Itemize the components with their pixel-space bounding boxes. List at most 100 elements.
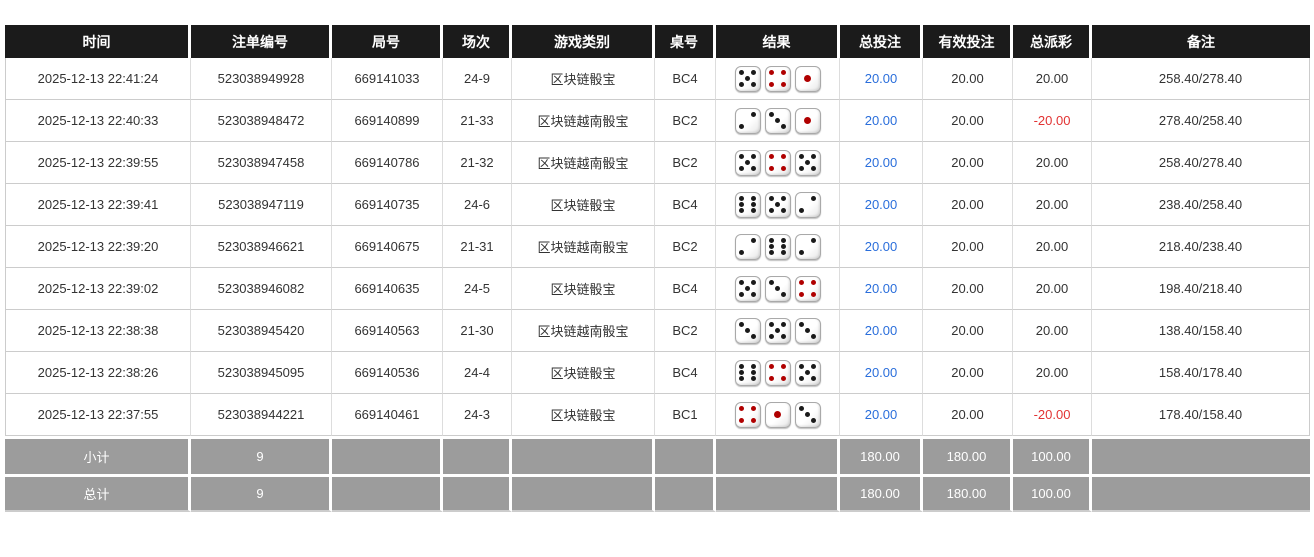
session-cell: 24-4 bbox=[443, 352, 512, 394]
game-type-cell: 区块链越南骰宝 bbox=[512, 310, 655, 352]
die-face-6-icon bbox=[764, 233, 791, 260]
bet-id-cell: 523038946621 bbox=[191, 226, 332, 268]
result-dice-cell bbox=[716, 58, 840, 100]
session-cell: 24-3 bbox=[443, 394, 512, 436]
summary-empty-cell bbox=[512, 436, 655, 474]
result-dice-cell bbox=[716, 310, 840, 352]
remark-cell: 258.40/278.40 bbox=[1092, 142, 1310, 184]
game-type-cell: 区块链越南骰宝 bbox=[512, 142, 655, 184]
die-face-5-icon bbox=[734, 275, 761, 302]
die-face-3-icon bbox=[764, 275, 791, 302]
die-face-3-icon bbox=[794, 401, 821, 428]
table-no-cell: BC2 bbox=[655, 310, 716, 352]
remark-cell: 158.40/178.40 bbox=[1092, 352, 1310, 394]
die-face-1-icon bbox=[794, 107, 821, 134]
summary-count-cell: 9 bbox=[191, 474, 332, 512]
summary-row: 小计 9 180.00 180.00 100.00 bbox=[5, 436, 1310, 474]
round-id-cell: 669140786 bbox=[332, 142, 443, 184]
total-bet-link[interactable]: 20.00 bbox=[840, 394, 923, 436]
payout-cell: 20.00 bbox=[1013, 184, 1092, 226]
result-dice-cell bbox=[716, 142, 840, 184]
summary-empty-cell bbox=[443, 436, 512, 474]
game-type-cell: 区块链越南骰宝 bbox=[512, 100, 655, 142]
result-dice-cell bbox=[716, 184, 840, 226]
round-id-cell: 669140675 bbox=[332, 226, 443, 268]
result-dice-cell bbox=[716, 100, 840, 142]
die-face-1-icon bbox=[764, 401, 791, 428]
summary-empty-cell bbox=[1092, 436, 1310, 474]
table-no-cell: BC2 bbox=[655, 100, 716, 142]
remark-cell: 138.40/158.40 bbox=[1092, 310, 1310, 352]
die-face-2-icon bbox=[794, 233, 821, 260]
result-dice-cell bbox=[716, 226, 840, 268]
session-cell: 21-31 bbox=[443, 226, 512, 268]
payout-cell: 20.00 bbox=[1013, 226, 1092, 268]
die-face-1-icon bbox=[794, 65, 821, 92]
header-row: 时间 注单编号 局号 场次 游戏类别 桌号 结果 总投注 有效投注 总派彩 备注 bbox=[5, 25, 1310, 58]
bet-id-cell: 523038945095 bbox=[191, 352, 332, 394]
die-face-4-icon bbox=[794, 275, 821, 302]
bet-id-cell: 523038949928 bbox=[191, 58, 332, 100]
summary-empty-cell bbox=[332, 474, 443, 512]
total-bet-link[interactable]: 20.00 bbox=[840, 310, 923, 352]
summary-payout-cell: 100.00 bbox=[1013, 436, 1092, 474]
remark-cell: 178.40/158.40 bbox=[1092, 394, 1310, 436]
total-bet-link[interactable]: 20.00 bbox=[840, 268, 923, 310]
game-type-cell: 区块链越南骰宝 bbox=[512, 226, 655, 268]
column-header-remark: 备注 bbox=[1092, 25, 1310, 58]
column-header-time: 时间 bbox=[5, 25, 191, 58]
column-header-bet-id: 注单编号 bbox=[191, 25, 332, 58]
payout-cell: -20.00 bbox=[1013, 394, 1092, 436]
summary-label-cell: 总计 bbox=[5, 474, 191, 512]
session-cell: 24-6 bbox=[443, 184, 512, 226]
valid-bet-cell: 20.00 bbox=[923, 352, 1013, 394]
summary-empty-cell bbox=[655, 436, 716, 474]
column-header-session: 场次 bbox=[443, 25, 512, 58]
die-face-5-icon bbox=[794, 359, 821, 386]
valid-bet-cell: 20.00 bbox=[923, 58, 1013, 100]
total-bet-link[interactable]: 20.00 bbox=[840, 184, 923, 226]
game-type-cell: 区块链骰宝 bbox=[512, 58, 655, 100]
table-header: 时间 注单编号 局号 场次 游戏类别 桌号 结果 总投注 有效投注 总派彩 备注 bbox=[5, 25, 1310, 58]
total-bet-link[interactable]: 20.00 bbox=[840, 58, 923, 100]
total-bet-link[interactable]: 20.00 bbox=[840, 142, 923, 184]
total-bet-link[interactable]: 20.00 bbox=[840, 352, 923, 394]
column-header-total-bet: 总投注 bbox=[840, 25, 923, 58]
summary-count-cell: 9 bbox=[191, 436, 332, 474]
summary-empty-cell bbox=[332, 436, 443, 474]
bet-records-table: 时间 注单编号 局号 场次 游戏类别 桌号 结果 总投注 有效投注 总派彩 备注… bbox=[5, 25, 1310, 512]
bet-id-cell: 523038946082 bbox=[191, 268, 332, 310]
die-face-2-icon bbox=[734, 233, 761, 260]
summary-label-cell: 小计 bbox=[5, 436, 191, 474]
valid-bet-cell: 20.00 bbox=[923, 310, 1013, 352]
game-type-cell: 区块链骰宝 bbox=[512, 184, 655, 226]
column-header-round-id: 局号 bbox=[332, 25, 443, 58]
die-face-5-icon bbox=[734, 65, 761, 92]
remark-cell: 278.40/258.40 bbox=[1092, 100, 1310, 142]
die-face-4-icon bbox=[764, 65, 791, 92]
round-id-cell: 669140899 bbox=[332, 100, 443, 142]
summary-empty-cell bbox=[655, 474, 716, 512]
game-type-cell: 区块链骰宝 bbox=[512, 352, 655, 394]
payout-cell: 20.00 bbox=[1013, 310, 1092, 352]
time-cell: 2025-12-13 22:39:41 bbox=[5, 184, 191, 226]
table-row: 2025-12-13 22:39:02 523038946082 6691406… bbox=[5, 268, 1310, 310]
round-id-cell: 669140563 bbox=[332, 310, 443, 352]
time-cell: 2025-12-13 22:39:55 bbox=[5, 142, 191, 184]
remark-cell: 218.40/238.40 bbox=[1092, 226, 1310, 268]
die-face-3-icon bbox=[764, 107, 791, 134]
bet-id-cell: 523038947458 bbox=[191, 142, 332, 184]
total-bet-link[interactable]: 20.00 bbox=[840, 100, 923, 142]
result-dice-cell bbox=[716, 268, 840, 310]
column-header-game-type: 游戏类别 bbox=[512, 25, 655, 58]
die-face-4-icon bbox=[764, 149, 791, 176]
table-row: 2025-12-13 22:41:24 523038949928 6691410… bbox=[5, 58, 1310, 100]
die-face-3-icon bbox=[794, 317, 821, 344]
session-cell: 24-5 bbox=[443, 268, 512, 310]
summary-total-bet-cell: 180.00 bbox=[840, 436, 923, 474]
session-cell: 21-30 bbox=[443, 310, 512, 352]
table-row: 2025-12-13 22:38:38 523038945420 6691405… bbox=[5, 310, 1310, 352]
table-row: 2025-12-13 22:39:55 523038947458 6691407… bbox=[5, 142, 1310, 184]
time-cell: 2025-12-13 22:40:33 bbox=[5, 100, 191, 142]
total-bet-link[interactable]: 20.00 bbox=[840, 226, 923, 268]
